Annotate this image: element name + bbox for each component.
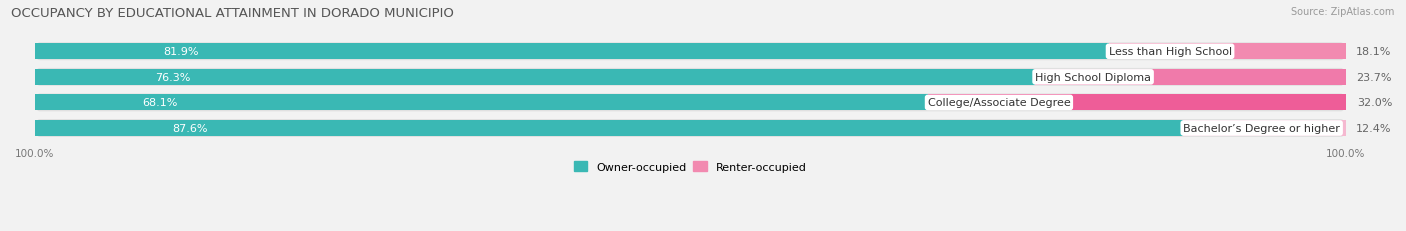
Text: 12.4%: 12.4%: [1357, 124, 1392, 134]
Text: High School Diploma: High School Diploma: [1035, 73, 1152, 82]
Bar: [1108, 44, 1346, 60]
Text: Source: ZipAtlas.com: Source: ZipAtlas.com: [1291, 7, 1395, 17]
Text: OCCUPANCY BY EDUCATIONAL ATTAINMENT IN DORADO MUNICIPIO: OCCUPANCY BY EDUCATIONAL ATTAINMENT IN D…: [11, 7, 454, 20]
FancyBboxPatch shape: [35, 94, 1346, 112]
Text: College/Associate Degree: College/Associate Degree: [928, 98, 1070, 108]
Bar: [35, 121, 1184, 136]
Bar: [928, 95, 1347, 111]
Bar: [35, 44, 1108, 60]
Text: Less than High School: Less than High School: [1108, 47, 1232, 57]
Text: 87.6%: 87.6%: [173, 124, 208, 134]
Text: 81.9%: 81.9%: [163, 47, 200, 57]
Text: 76.3%: 76.3%: [155, 73, 190, 82]
Bar: [35, 70, 1035, 85]
FancyBboxPatch shape: [35, 43, 1346, 61]
FancyBboxPatch shape: [35, 69, 1346, 86]
Text: 68.1%: 68.1%: [142, 98, 177, 108]
FancyBboxPatch shape: [35, 119, 1346, 137]
Text: 23.7%: 23.7%: [1357, 73, 1392, 82]
Text: 32.0%: 32.0%: [1358, 98, 1393, 108]
Bar: [1184, 121, 1346, 136]
Text: 18.1%: 18.1%: [1357, 47, 1392, 57]
Legend: Owner-occupied, Renter-occupied: Owner-occupied, Renter-occupied: [569, 157, 811, 177]
Bar: [35, 95, 928, 111]
Text: Bachelor’s Degree or higher: Bachelor’s Degree or higher: [1184, 124, 1340, 134]
Bar: [1035, 70, 1346, 85]
